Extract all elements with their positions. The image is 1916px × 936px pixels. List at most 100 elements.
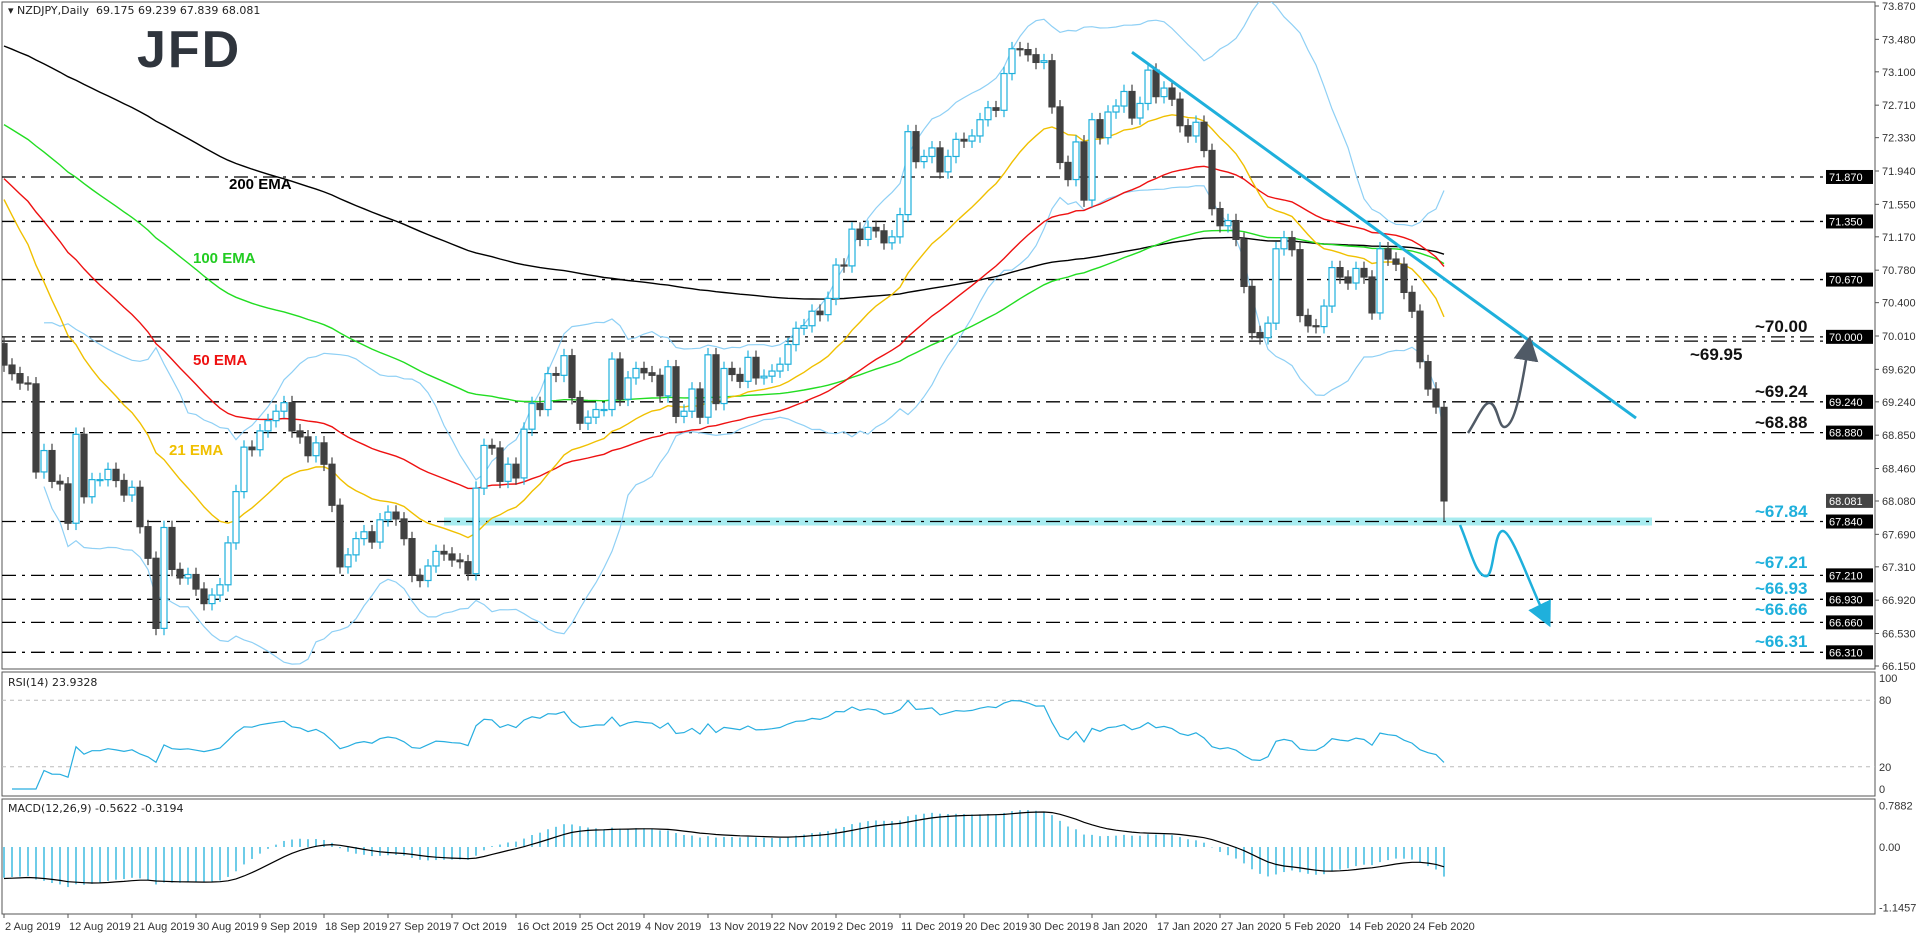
bear-candle-body [736, 373, 744, 382]
bear-candle-body [392, 511, 400, 520]
bull-candle-body [688, 388, 696, 412]
level-annotation: ~68.88 [1755, 412, 1808, 432]
bear-candle-body [456, 559, 464, 563]
ema100-label: 100 EMA [193, 250, 256, 267]
candle [568, 348, 576, 405]
candle [840, 258, 848, 273]
rsi-tick-label: 0 [1879, 784, 1885, 796]
level-price-label: 71.350 [1829, 216, 1863, 228]
rsi-tick-label: 80 [1879, 695, 1891, 707]
price-tick-label: 71.940 [1882, 166, 1916, 178]
candle [832, 258, 840, 306]
level-price-box [1826, 214, 1873, 229]
level-annotation: ~67.21 [1755, 553, 1808, 573]
candle [1264, 316, 1272, 345]
candle [616, 352, 624, 407]
ema200-label: 200 EMA [229, 176, 292, 193]
bear-candle-body [816, 310, 824, 316]
candle [792, 321, 800, 352]
candle [1336, 260, 1344, 284]
candle [1360, 261, 1368, 284]
bull-candle-body [984, 107, 992, 121]
date-tick-label: 30 Aug 2019 [197, 921, 259, 933]
level-annotation: ~70.00 [1755, 316, 1808, 336]
candle [88, 472, 96, 504]
bull-candle-body [720, 367, 728, 405]
dropdown-triangle-icon[interactable]: ▾ [8, 4, 18, 17]
bull-candle-body [1000, 72, 1008, 111]
candle [696, 382, 704, 425]
candle [224, 536, 232, 592]
candle [40, 443, 48, 479]
candle [1192, 115, 1200, 143]
candle [192, 567, 200, 596]
candle [152, 551, 160, 636]
candle [856, 222, 864, 247]
bear-candle-body [416, 574, 424, 582]
level-price-box [1826, 272, 1873, 287]
candle [864, 220, 872, 247]
candle [728, 361, 736, 382]
date-tick-label: 16 Oct 2019 [517, 921, 577, 933]
downtrend-line[interactable] [1131, 50, 1637, 420]
candle [248, 440, 256, 457]
candle [632, 361, 640, 385]
price-tick-label: 71.170 [1882, 232, 1916, 244]
bull-candle-body [824, 297, 832, 316]
candle [344, 548, 352, 574]
candle [512, 457, 520, 485]
candle [1096, 112, 1104, 145]
bear-candle-body [512, 463, 520, 479]
level-price-box [1826, 568, 1873, 583]
candle [824, 291, 832, 322]
bear-candle-body [1432, 388, 1440, 408]
bull-candle-body [920, 155, 928, 163]
candle [200, 582, 208, 611]
candle [960, 132, 968, 148]
bull-candle-body [600, 408, 608, 412]
candle [592, 402, 600, 425]
candle [1400, 257, 1408, 300]
bear-candle-body [288, 402, 296, 432]
bear-candle-body [616, 358, 624, 400]
date-tick-label: 2 Aug 2019 [5, 921, 61, 933]
candle [1232, 213, 1240, 247]
bear-candle-body [64, 483, 72, 524]
candle [328, 457, 336, 513]
date-tick-label: 21 Aug 2019 [133, 921, 195, 933]
bull-candle-body [424, 565, 432, 582]
candle [48, 443, 56, 489]
bull-candle-body [1120, 90, 1128, 107]
candle [1016, 41, 1024, 57]
candle [1344, 270, 1352, 290]
candle [688, 382, 696, 419]
candle [1056, 100, 1064, 170]
candle [776, 357, 784, 378]
bear-candle-body [120, 479, 128, 496]
candle [1048, 53, 1056, 114]
bear-candle-body [1336, 267, 1344, 278]
bear-candle-body [536, 402, 544, 411]
candle [1136, 96, 1144, 125]
candle [784, 337, 792, 372]
bull-candle-body [432, 550, 440, 567]
bull-candle-body [848, 228, 856, 267]
candle [720, 361, 728, 411]
bull-candle-body [904, 131, 912, 216]
chart-header: ▾ NZDJPY,Daily 69.175 69.239 67.839 68.0… [8, 4, 260, 17]
bear-candle-body [80, 433, 88, 498]
level-price-box [1826, 425, 1873, 440]
bear-candle-body [200, 588, 208, 605]
candle [72, 427, 80, 531]
bull-candle-body [1144, 69, 1152, 105]
bull-candle-body [1160, 87, 1168, 98]
bear-candle-body [1016, 48, 1024, 51]
candle [1432, 382, 1440, 414]
bull-candle-body [704, 354, 712, 418]
date-tick-label: 20 Dec 2019 [965, 921, 1027, 933]
candle [456, 553, 464, 569]
bear-candle-body [400, 518, 408, 540]
candle [304, 430, 312, 463]
candle [480, 438, 488, 496]
